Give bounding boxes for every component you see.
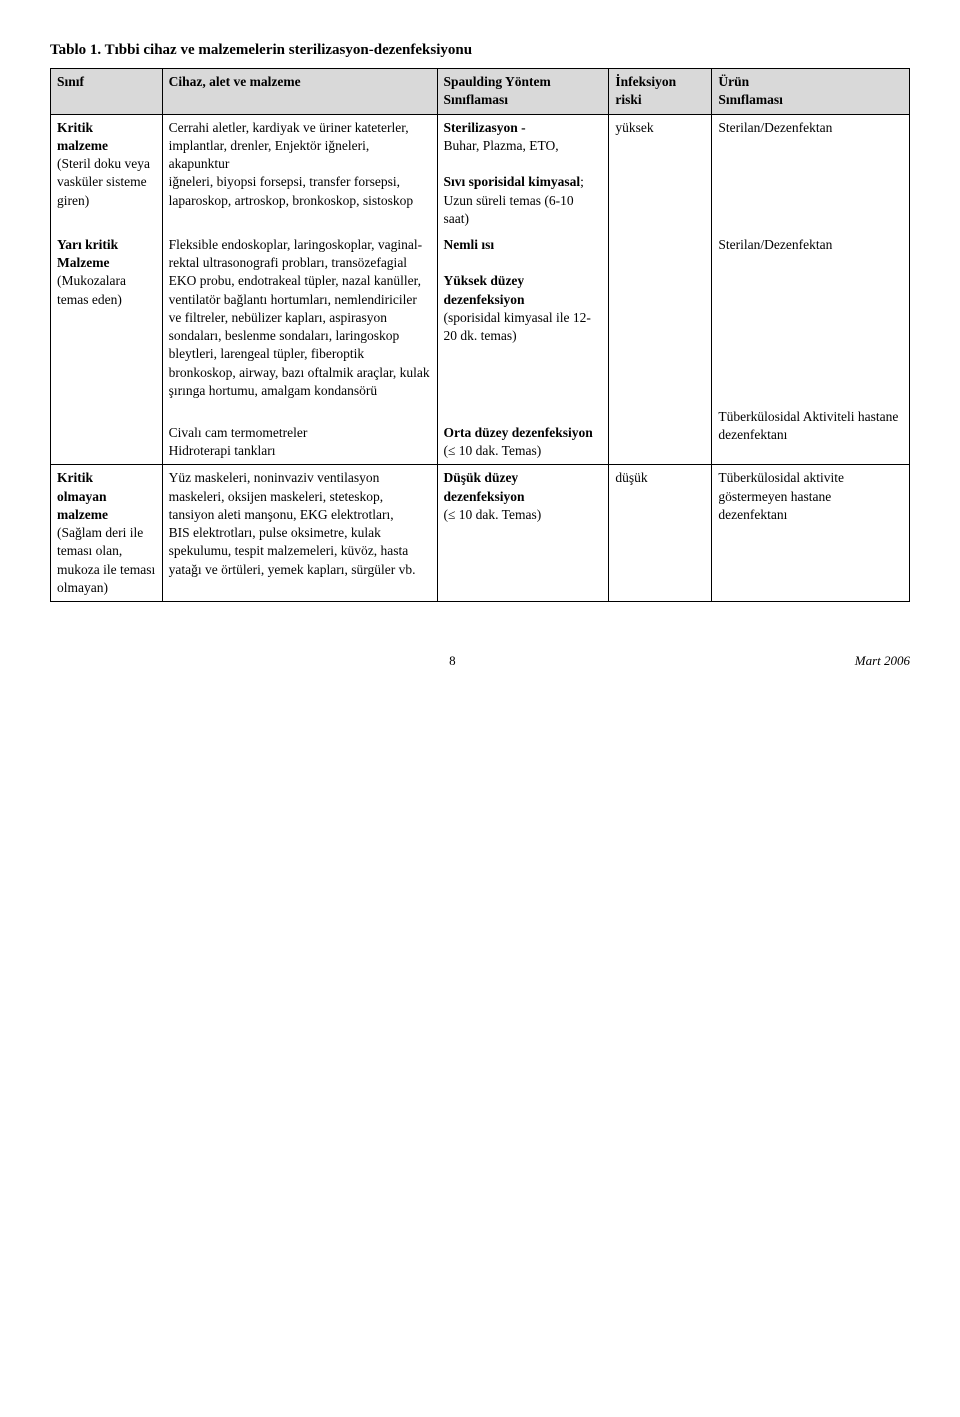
table-row: Kritik malzeme (Steril doku veya vasküle… [51, 114, 910, 232]
cell-class-semicritical: Yarı kritik Malzeme (Mukozalara temas ed… [51, 232, 163, 404]
label-steril-doku: (Steril doku veya vasküler sisteme giren… [57, 156, 150, 207]
label-yari-kritik: Yarı kritik [57, 237, 118, 252]
label-malzeme: malzeme [57, 138, 108, 153]
cell-product-tuberk: Tüberkülosidal Aktiviteli hastane dezenf… [712, 404, 910, 465]
cell-method-critical: Sterilizasyon - Buhar, Plazma, ETO, Sıvı… [437, 114, 609, 232]
label-10dak-1: (≤ 10 dak. Temas) [444, 443, 542, 458]
cell-devices-critical: Cerrahi aletler, kardiyak ve üriner kate… [162, 114, 437, 232]
header-product-l2: Sınıflaması [718, 92, 783, 107]
header-risk-l1: İnfeksiyon [615, 74, 676, 89]
cell-class-noncritical: Kritik olmayan malzeme (Sağlam deri ile … [51, 465, 163, 602]
cell-devices-semicritical: Fleksible endoskoplar, laringoskoplar, v… [162, 232, 437, 404]
label-kritik-olmayan1: Kritik [57, 470, 93, 485]
label-saglam-deri: (Sağlam deri ile teması olan, mukoza ile… [57, 525, 155, 595]
table-row: Yarı kritik Malzeme (Mukozalara temas ed… [51, 232, 910, 404]
label-mukozalara: (Mukozalara temas eden) [57, 273, 126, 306]
header-product-l1: Ürün [718, 74, 749, 89]
label-kritik-olmayan3: malzeme [57, 507, 108, 522]
table-row: Civalı cam termometreler Hidroterapi tan… [51, 404, 910, 465]
header-product: Ürün Sınıflaması [712, 69, 910, 114]
table-header-row: Sınıf Cihaz, alet ve malzeme Spaulding Y… [51, 69, 910, 114]
label-buhar: Buhar, Plazma, ETO, [444, 138, 559, 153]
header-spaulding: Spaulding Yöntem Sınıflaması [437, 69, 609, 114]
label-kritik: Kritik [57, 120, 93, 135]
cell-method-orta: Orta düzey dezenfeksiyon (≤ 10 dak. Tema… [437, 404, 609, 465]
header-class: Sınıf [51, 69, 163, 114]
header-spaulding-l2: Sınıflaması [444, 92, 509, 107]
cell-class-critical: Kritik malzeme (Steril doku veya vasküle… [51, 114, 163, 232]
label-nemli-isi: Nemli ısı [444, 237, 495, 252]
label-dusuk-duzey: Düşük düzey dezenfeksiyon [444, 470, 525, 503]
footer-date: Mart 2006 [855, 652, 910, 670]
label-sporisidal-12-20: (sporisidal kimyasal ile 12-20 dk. temas… [444, 310, 591, 343]
cell-risk-yuksek: yüksek [609, 114, 712, 232]
cell-devices-noncritical: Yüz maskeleri, noninvaziv ventilasyon ma… [162, 465, 437, 602]
cell-risk-dusuk: düşük [609, 465, 712, 602]
header-risk-l2: riski [615, 92, 641, 107]
label-orta-duzey: Orta düzey dezenfeksiyon [444, 425, 593, 440]
cell-product-sterilan2: Sterilan/Dezenfektan [712, 232, 910, 404]
cell-method-semicritical: Nemli ısı Yüksek düzey dezenfeksiyon (sp… [437, 232, 609, 404]
cell-class-blank3 [51, 404, 163, 465]
table-row: Kritik olmayan malzeme (Sağlam deri ile … [51, 465, 910, 602]
cell-devices-thermo: Civalı cam termometreler Hidroterapi tan… [162, 404, 437, 465]
classification-table: Sınıf Cihaz, alet ve malzeme Spaulding Y… [50, 68, 910, 602]
header-device: Cihaz, alet ve malzeme [162, 69, 437, 114]
label-sivi-sporisidal: Sıvı sporisidal kimyasal [444, 174, 581, 189]
page-footer: 8 Mart 2006 [50, 652, 910, 670]
cell-risk-blank2 [609, 232, 712, 404]
cell-risk-blank3 [609, 404, 712, 465]
label-malzeme2: Malzeme [57, 255, 109, 270]
cell-product-nontuberk: Tüberkülosidal aktivite göstermeyen hast… [712, 465, 910, 602]
page-number: 8 [449, 652, 456, 670]
header-risk: İnfeksiyon riski [609, 69, 712, 114]
cell-method-dusuk: Düşük düzey dezenfeksiyon (≤ 10 dak. Tem… [437, 465, 609, 602]
label-kritik-olmayan2: olmayan [57, 489, 107, 504]
label-sterilizasyon: Sterilizasyon - [444, 120, 526, 135]
header-spaulding-l1: Spaulding Yöntem [444, 74, 551, 89]
label-yuksek-duzey: Yüksek düzey dezenfeksiyon [444, 273, 525, 306]
label-10dak-2: (≤ 10 dak. Temas) [444, 507, 542, 522]
table-title: Tablo 1. Tıbbi cihaz ve malzemelerin ste… [50, 40, 910, 60]
cell-product-sterilan1: Sterilan/Dezenfektan [712, 114, 910, 232]
